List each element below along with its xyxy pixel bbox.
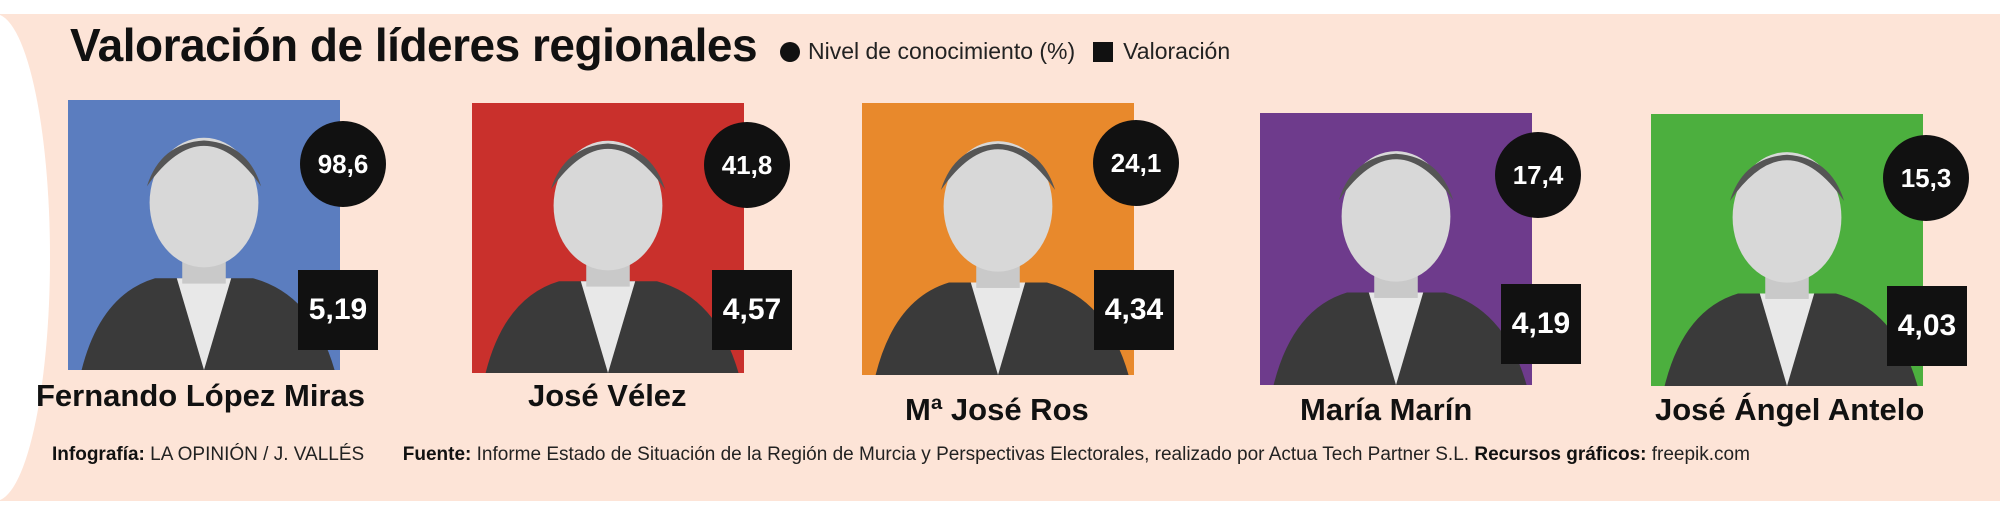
leader-photo-4 [1651,114,1923,386]
leader-name: María Marín [1300,392,1473,427]
legend-rating-label: Valoración [1123,38,1231,64]
legend: Nivel de conocimiento (%) Valoración [780,38,1230,65]
leader-name: José Vélez [528,378,687,413]
portrait-silhouette-icon [1273,151,1527,385]
portrait-silhouette-icon [1664,152,1918,386]
awareness-value: 17,4 [1495,132,1581,218]
rating-value: 4,19 [1501,284,1581,364]
infografia-value: LA OPINIÓN / J. VALLÉS [150,444,365,465]
fuente-value: Informe Estado de Situación de la Región… [476,444,1470,465]
recursos-value: freepik.com [1651,444,1750,465]
rating-value: 4,34 [1094,270,1174,350]
awareness-value: 15,3 [1883,135,1969,221]
fuente-label: Fuente: [402,444,472,465]
leader-name: Mª José Ros [905,392,1089,427]
infografia-label: Infografía: [52,444,145,465]
rating-value: 4,03 [1887,286,1967,366]
leader-name: Fernando López Miras [36,378,365,413]
leader-photo-3 [1260,113,1532,385]
chart-title: Valoración de líderes regionales [70,19,758,71]
rating-value: 5,19 [298,270,378,350]
leader-photo-2 [862,103,1134,375]
leader-name: José Ángel Antelo [1655,392,1925,427]
leader-photo-1 [472,103,744,373]
credits-footer: Infografía: LA OPINIÓN / J. VALLÉS Fuent… [52,444,1750,466]
legend-square-icon [1093,41,1114,62]
legend-awareness-label: Nivel de conocimiento (%) [808,38,1076,64]
rating-value: 4,57 [712,270,792,350]
recursos-label: Recursos gráficos: [1474,444,1647,465]
awareness-value: 24,1 [1093,120,1179,206]
leader-photo-0 [68,100,340,370]
portrait-silhouette-icon [81,137,335,370]
portrait-silhouette-icon [485,140,739,373]
awareness-value: 41,8 [704,122,790,208]
awareness-value: 98,6 [300,121,386,207]
portrait-silhouette-icon [875,141,1129,375]
legend-circle-icon [780,41,800,62]
